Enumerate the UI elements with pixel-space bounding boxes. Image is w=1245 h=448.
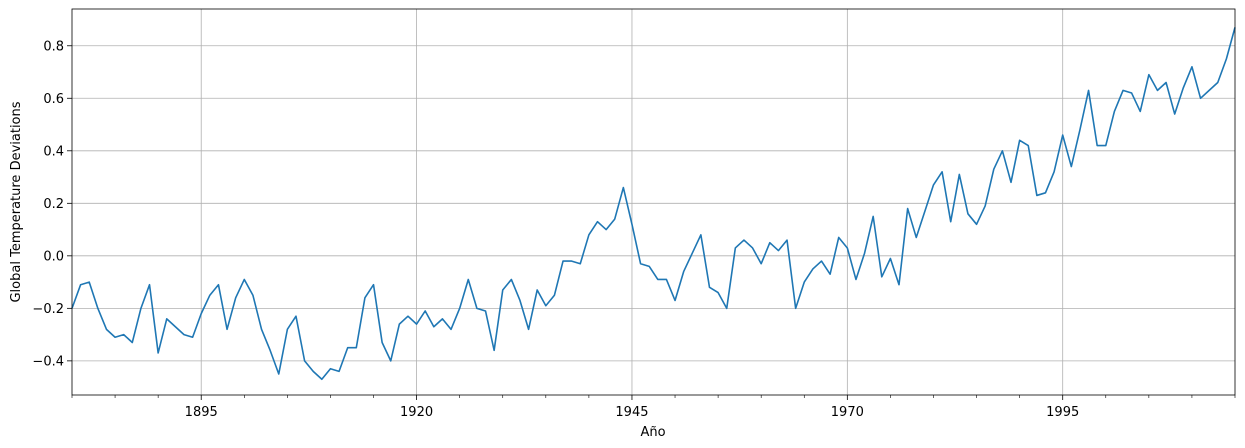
- plot-background: [72, 9, 1235, 395]
- x-axis-ticks: 1895 1920 1945 1970 1995: [71, 395, 1236, 420]
- grid: [72, 9, 1235, 395]
- x-tick-label: 1920: [400, 405, 433, 420]
- y-tick-label: 0.0: [43, 249, 64, 264]
- y-tick-label: −0.4: [32, 354, 64, 369]
- y-axis-ticks: −0.4 −0.2 0.0 0.2 0.4 0.6 0.8: [32, 39, 72, 369]
- x-tick-label: 1995: [1046, 405, 1079, 420]
- series-line-group: [71, 27, 1236, 381]
- y-tick-label: 0.8: [43, 39, 64, 54]
- series-line: [71, 27, 1236, 381]
- plot-frame: [71, 8, 1236, 396]
- y-tick-label: 0.2: [43, 197, 64, 212]
- x-axis-label: Año: [640, 425, 665, 440]
- y-tick-label: −0.2: [32, 302, 64, 317]
- x-tick-label: 1945: [615, 405, 648, 420]
- x-tick-label: 1970: [831, 405, 864, 420]
- x-tick-label: 1895: [185, 405, 218, 420]
- y-axis-label: Global Temperature Deviations: [9, 101, 24, 302]
- y-tick-label: 0.6: [43, 92, 64, 107]
- y-tick-label: 0.4: [43, 144, 64, 159]
